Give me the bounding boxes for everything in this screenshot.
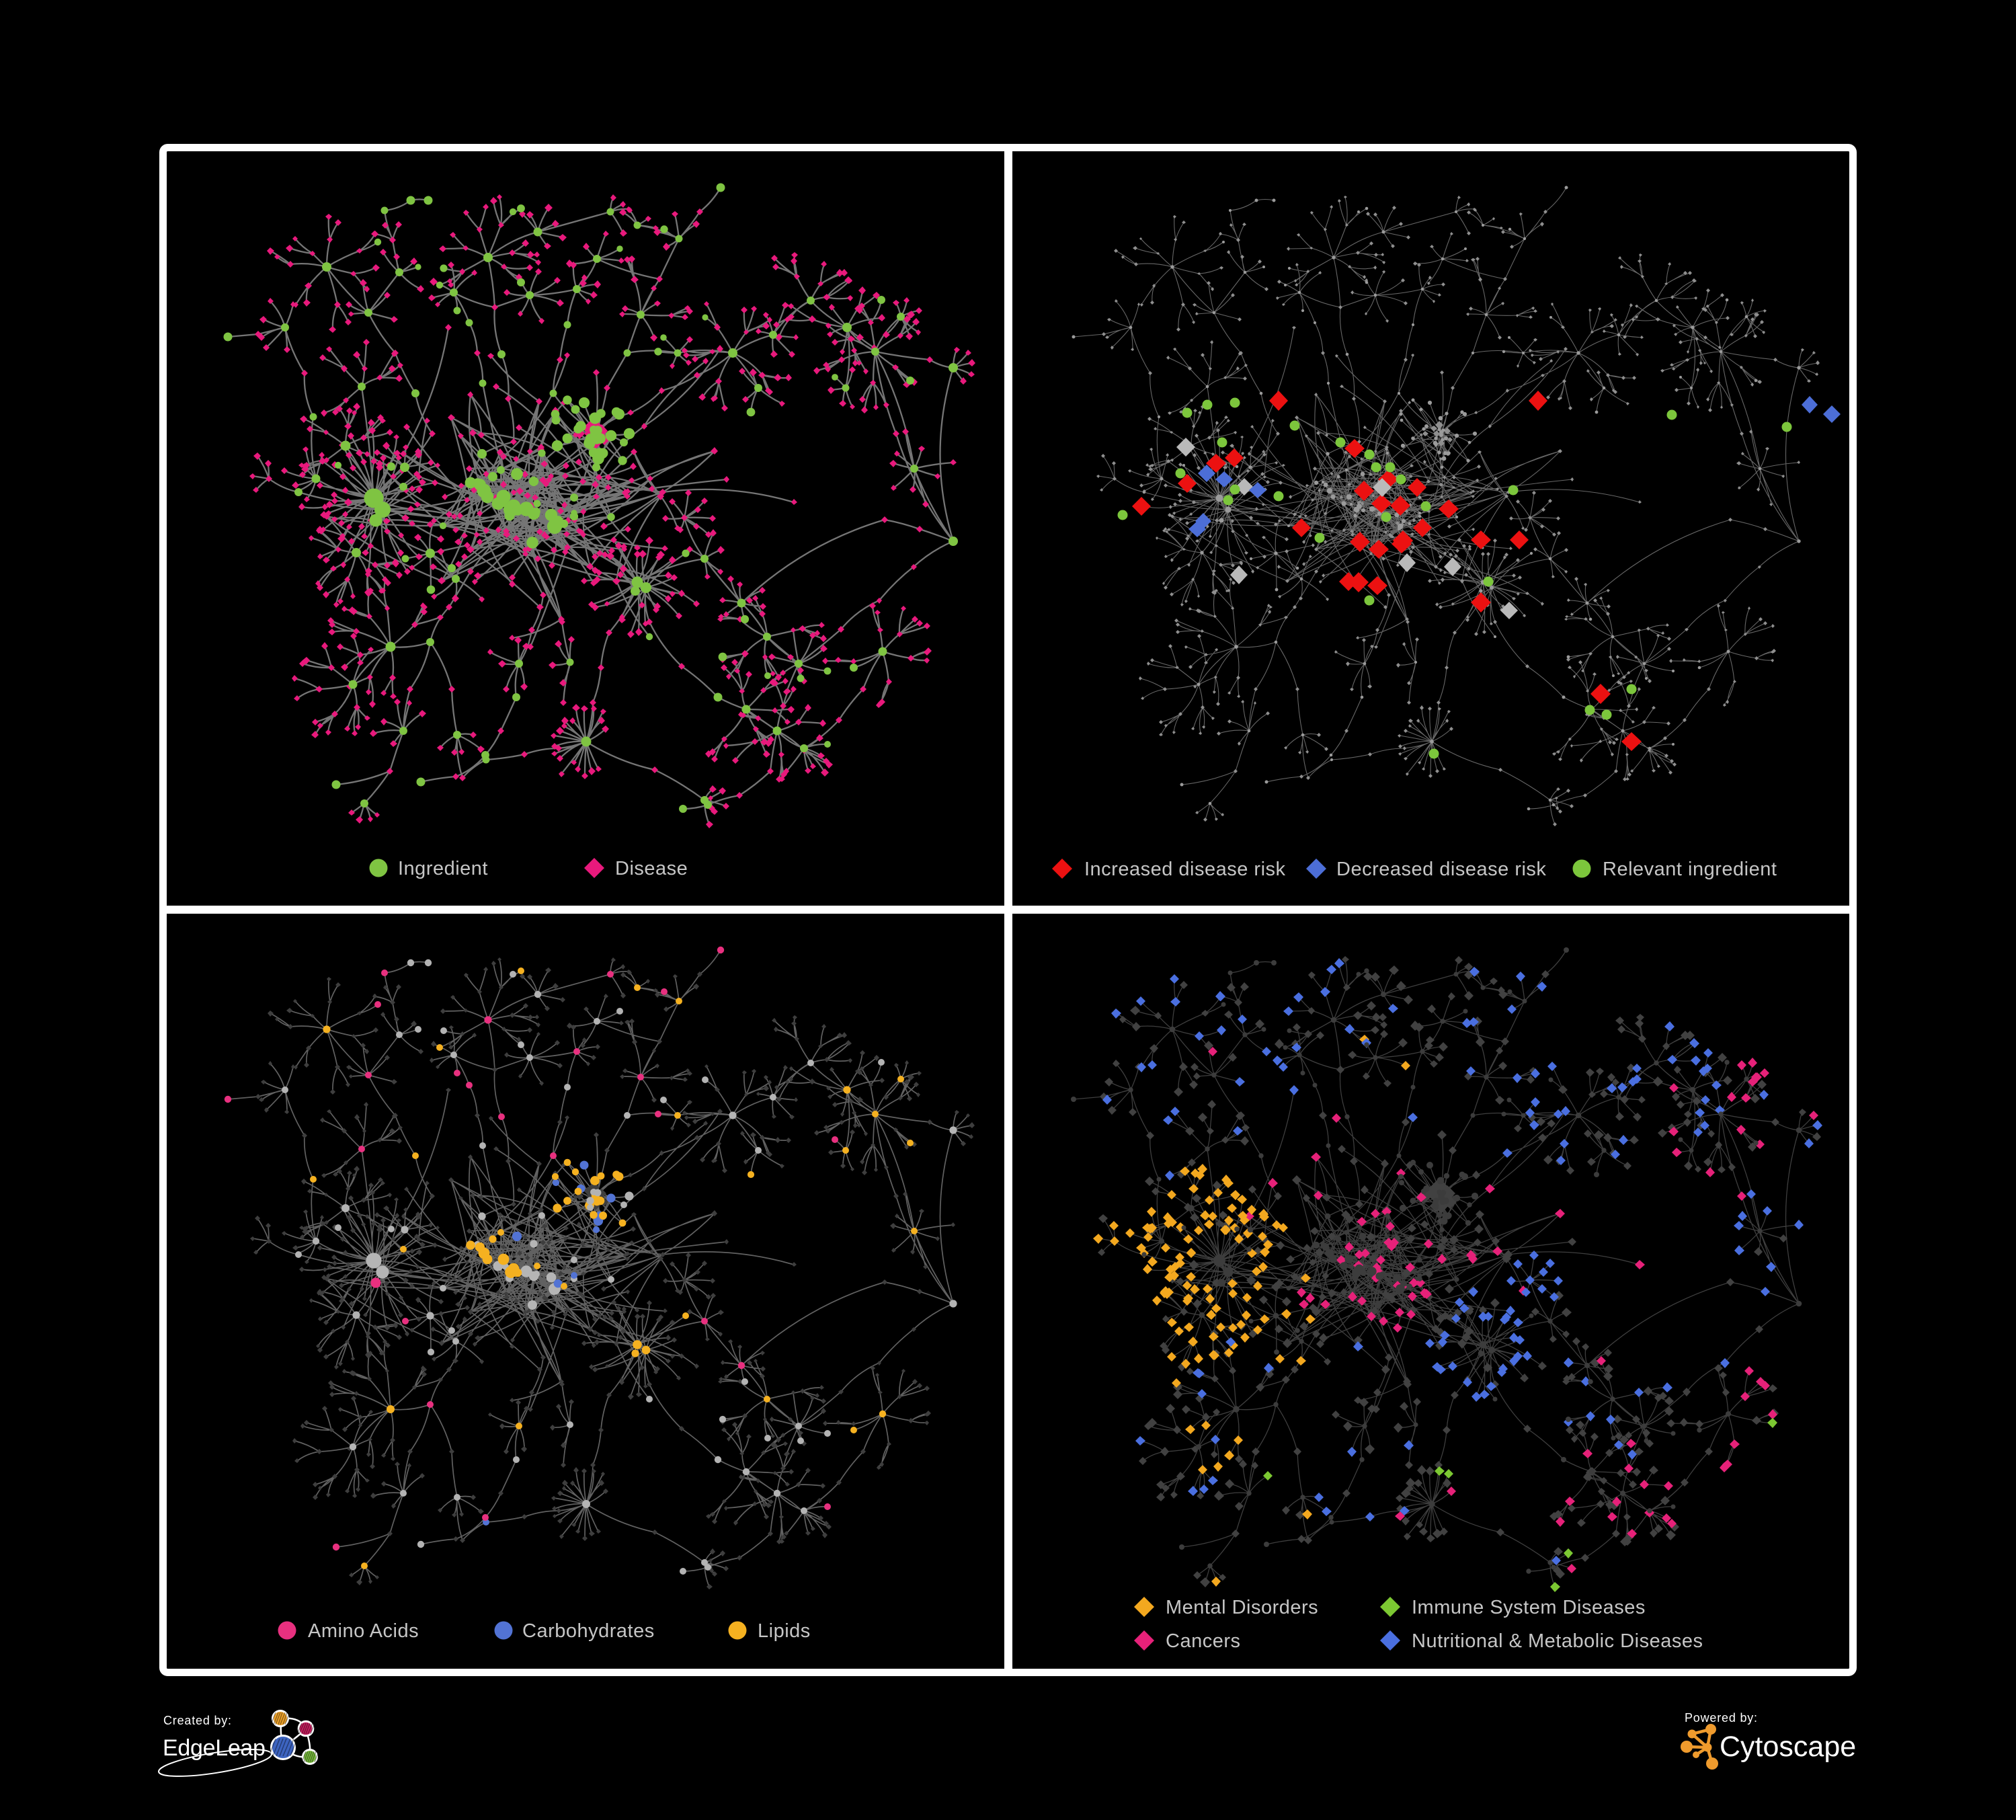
svg-text:Cytoscape: Cytoscape — [1720, 1731, 1856, 1763]
svg-text:Cancers: Cancers — [1166, 1630, 1241, 1652]
svg-text:Decreased disease risk: Decreased disease risk — [1336, 859, 1546, 880]
svg-text:Ingredient: Ingredient — [398, 858, 488, 879]
svg-text:Nutritional & Metabolic Diseas: Nutritional & Metabolic Diseases — [1412, 1630, 1703, 1652]
svg-text:Disease: Disease — [615, 858, 688, 879]
svg-text:EdgeLeap: EdgeLeap — [163, 1735, 266, 1761]
svg-text:Increased disease risk: Increased disease risk — [1084, 859, 1286, 880]
svg-text:Lipids: Lipids — [758, 1620, 811, 1642]
svg-text:Amino Acids: Amino Acids — [308, 1620, 419, 1642]
svg-text:Relevant ingredient: Relevant ingredient — [1603, 859, 1777, 880]
svg-text:Carbohydrates: Carbohydrates — [522, 1620, 655, 1642]
svg-text:Created by:: Created by: — [163, 1714, 232, 1727]
svg-text:Mental Disorders: Mental Disorders — [1166, 1597, 1318, 1618]
svg-text:Powered by:: Powered by: — [1685, 1711, 1758, 1725]
svg-text:Immune System Diseases: Immune System Diseases — [1412, 1597, 1646, 1618]
